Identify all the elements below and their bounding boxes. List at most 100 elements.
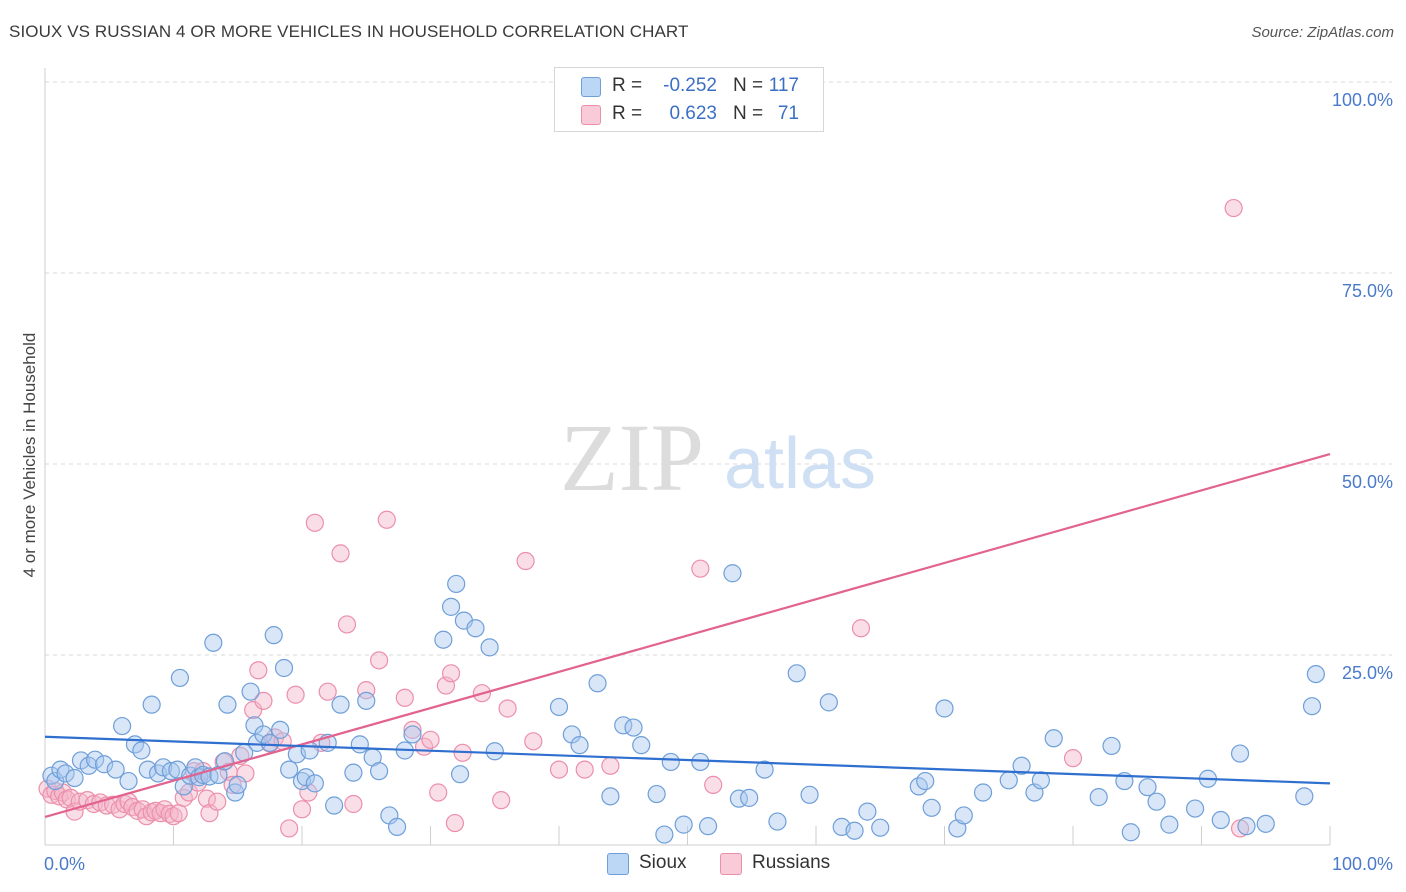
russians-point xyxy=(280,819,299,838)
sioux-point xyxy=(485,742,504,761)
sioux-point xyxy=(1237,817,1256,836)
legend-row-russians: R = 0.623 N = 71 xyxy=(555,100,823,128)
russians-point xyxy=(429,783,448,802)
sioux-point xyxy=(729,789,749,808)
y-tick-label: 25.0% xyxy=(1342,663,1393,683)
russians-point xyxy=(498,699,517,718)
y-tick-label: 50.0% xyxy=(1342,472,1393,492)
sioux-point xyxy=(768,812,787,831)
sioux-point xyxy=(138,760,157,779)
sioux-point xyxy=(325,796,344,815)
sioux-point xyxy=(119,771,138,791)
watermark-zip: ZIP xyxy=(560,404,704,511)
russians-point xyxy=(305,513,324,532)
sioux-point xyxy=(1306,664,1325,684)
trend-lines xyxy=(44,453,1331,819)
sioux-point xyxy=(916,771,935,791)
russians-point xyxy=(169,804,188,823)
russians-point xyxy=(575,760,594,779)
x-tick-label-max: 100.0% xyxy=(1332,854,1393,874)
russians-point xyxy=(704,775,723,794)
russians-point xyxy=(395,688,414,707)
russians-point xyxy=(337,615,357,634)
russians-point xyxy=(1224,198,1243,218)
bottom-legend-swatch-russians xyxy=(720,853,742,875)
sioux-point xyxy=(723,564,742,583)
grid-lines xyxy=(45,81,1392,656)
sioux-point xyxy=(632,736,651,755)
sioux-point xyxy=(132,741,151,760)
russians-point xyxy=(292,800,312,819)
sioux-point xyxy=(624,718,643,737)
watermark-atlas: atlas xyxy=(724,424,876,504)
sioux-point xyxy=(549,697,569,717)
sioux-point xyxy=(350,735,369,754)
sioux-point xyxy=(274,658,294,678)
bottom-legend-label-russians: Russians xyxy=(752,852,831,873)
sioux-point xyxy=(698,817,718,836)
russians-point xyxy=(851,619,871,638)
russians-point xyxy=(331,544,350,563)
sioux-point xyxy=(655,825,674,844)
sioux-point xyxy=(674,815,693,834)
russians-point xyxy=(1063,749,1083,768)
sioux-points xyxy=(42,564,1325,844)
source-credit: Source: ZipAtlas.com xyxy=(1251,24,1394,41)
russians-point xyxy=(164,807,183,826)
sioux-trend-line xyxy=(44,735,1331,785)
sioux-point xyxy=(260,733,279,752)
sioux-point xyxy=(403,725,422,744)
sioux-point xyxy=(161,762,181,781)
sioux-point xyxy=(296,768,315,787)
sioux-point xyxy=(954,806,973,825)
sioux-point xyxy=(95,755,114,774)
sioux-point xyxy=(170,668,190,688)
sioux-point xyxy=(858,802,877,821)
legend-n-label: N = xyxy=(733,103,764,124)
sioux-point xyxy=(1211,810,1230,830)
russians-points xyxy=(38,198,1250,838)
legend-r-label: R = xyxy=(612,103,643,124)
sioux-point xyxy=(370,762,389,781)
sioux-point xyxy=(787,664,806,683)
sioux-point xyxy=(871,818,890,837)
sioux-point xyxy=(331,695,350,714)
sioux-point xyxy=(999,771,1018,790)
sioux-point xyxy=(755,760,774,779)
sioux-point xyxy=(570,736,589,755)
sioux-point xyxy=(1230,744,1250,763)
sioux-point xyxy=(1089,788,1108,807)
sioux-point xyxy=(112,716,132,736)
legend-swatch-sioux xyxy=(581,77,601,97)
sioux-point xyxy=(46,771,65,791)
sioux-point xyxy=(1160,815,1179,834)
sioux-point xyxy=(228,775,247,794)
sioux-point xyxy=(661,752,680,772)
sioux-point xyxy=(922,798,941,817)
russians-point xyxy=(254,691,273,710)
sioux-point xyxy=(65,768,84,788)
sioux-point xyxy=(588,674,607,693)
sioux-point xyxy=(241,682,260,701)
legend-r-value: 0.623 xyxy=(669,103,717,124)
bottom-legend-label-sioux: Sioux xyxy=(639,852,687,873)
sioux-point xyxy=(264,626,283,645)
sioux-point xyxy=(1256,814,1275,833)
sioux-point xyxy=(845,821,864,840)
sioux-point xyxy=(740,788,759,807)
sioux-point xyxy=(186,758,205,777)
russians-point xyxy=(249,661,268,680)
russians-point xyxy=(377,510,396,529)
axes xyxy=(44,68,1331,846)
sioux-point xyxy=(1302,697,1322,716)
legend-swatch-russians xyxy=(581,105,601,125)
sioux-point xyxy=(691,752,710,772)
sioux-point xyxy=(819,693,838,712)
sioux-point xyxy=(56,764,75,783)
sioux-point xyxy=(441,597,461,616)
legend-n-label: N = xyxy=(733,75,764,96)
russians-point xyxy=(370,651,389,670)
sioux-point xyxy=(142,695,161,714)
russians-point xyxy=(299,783,318,802)
x-tick-label-min: 0.0% xyxy=(44,854,85,874)
